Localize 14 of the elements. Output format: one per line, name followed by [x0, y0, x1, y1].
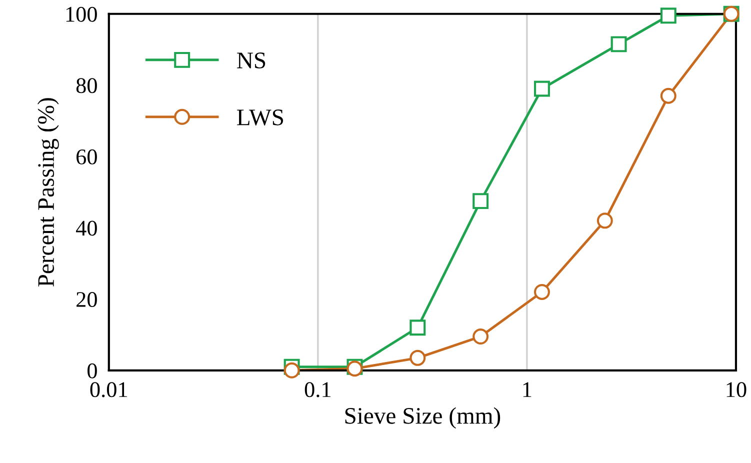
y-tick-label: 100 [66, 6, 97, 22]
y-tick-label: 40 [76, 220, 97, 236]
x-tick-label: 0.1 [304, 382, 330, 398]
y-axis-title: Percent Passing (%) [37, 98, 59, 287]
legend-label: LWS [237, 110, 284, 126]
x-tick-label: 1 [523, 382, 532, 397]
y-tick-label: 60 [76, 149, 97, 164]
x-axis-title: Sieve Size (mm) [345, 407, 500, 429]
y-tick-label: 0 [88, 363, 97, 378]
x-tick-label: 0.01 [90, 382, 128, 398]
y-tick-label: 80 [76, 78, 97, 94]
legend-label: NS [237, 52, 266, 68]
y-tick-label: 20 [76, 292, 97, 308]
x-tick-label: 10 [726, 382, 746, 398]
